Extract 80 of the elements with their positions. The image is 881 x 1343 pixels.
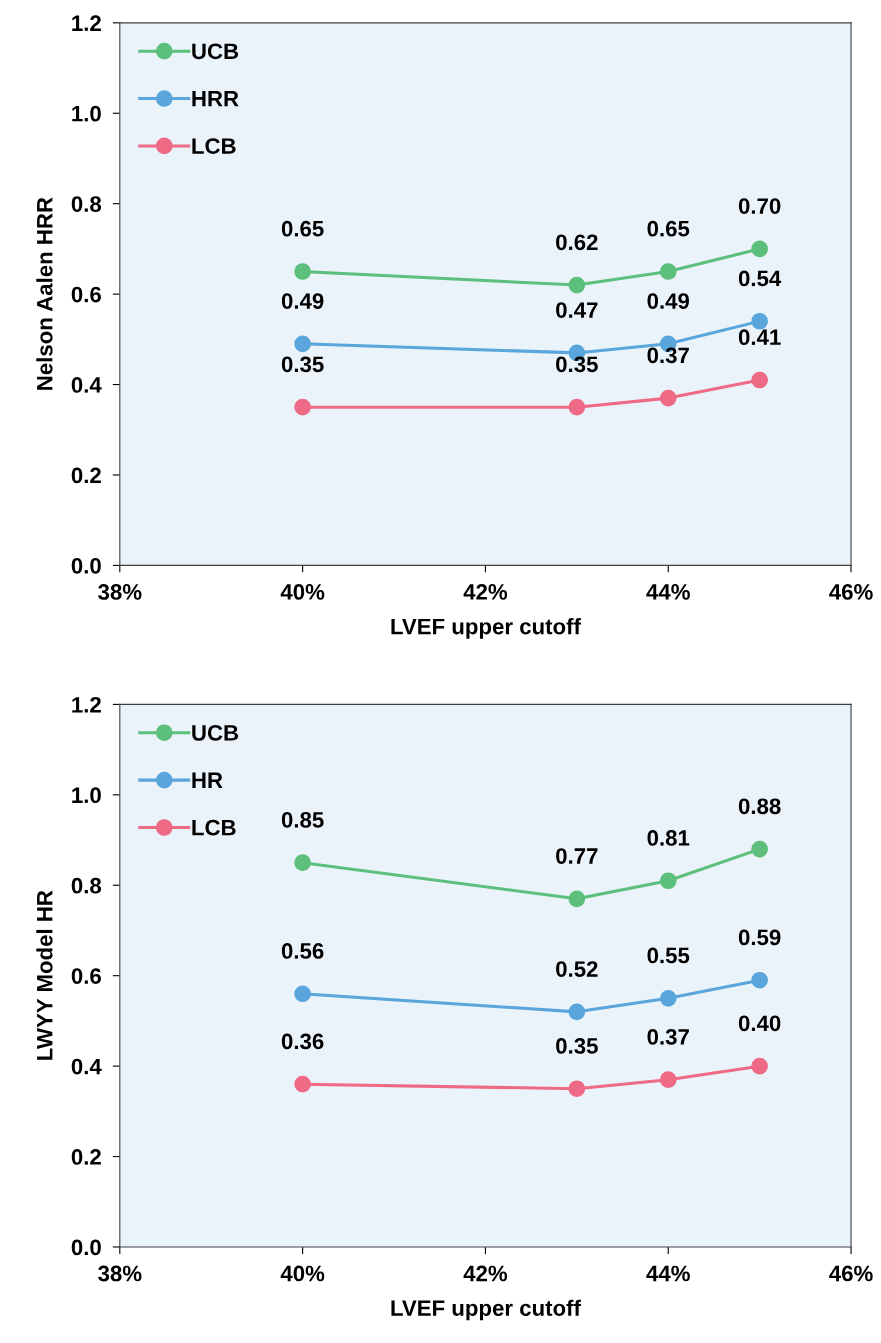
data-label: 0.62 <box>556 234 598 251</box>
point <box>294 398 311 416</box>
point <box>294 263 311 280</box>
data-label: 0.40 <box>738 1015 781 1032</box>
y-tick-label: 1.2 <box>72 15 101 31</box>
point <box>568 276 586 294</box>
point <box>659 872 677 890</box>
x-tick-label: 44% <box>646 1265 690 1282</box>
y-tick-label: 0.8 <box>71 877 102 894</box>
data-label: 0.49 <box>281 293 324 309</box>
y-tick-label: 0.6 <box>71 968 101 984</box>
data-label: 0.35 <box>281 356 324 373</box>
y-tick-label: 0.6 <box>71 286 101 303</box>
data-label: 0.70 <box>738 198 781 214</box>
point <box>294 985 311 1003</box>
x-axis-title: LVEF upper cutoff <box>391 1299 581 1321</box>
x-tick-label: 38% <box>98 1265 142 1282</box>
x-tick-label: 46% <box>829 1265 873 1282</box>
data-label: 0.54 <box>738 270 782 287</box>
point <box>294 854 311 871</box>
point <box>751 312 768 330</box>
point <box>751 240 768 258</box>
x-tick-label: 44% <box>646 584 690 600</box>
data-label: 0.35 <box>556 1038 598 1054</box>
x-tick-label: 40% <box>280 1265 325 1282</box>
data-label: 0.65 <box>281 220 324 237</box>
legend-label: LCB <box>192 819 236 836</box>
point <box>751 371 768 389</box>
data-label: 0.47 <box>556 302 598 318</box>
y-tick-label: 0.2 <box>71 467 101 484</box>
point <box>568 1003 586 1021</box>
legend-label: HRR <box>192 91 239 107</box>
data-label: 0.55 <box>647 947 690 964</box>
data-label: 0.77 <box>556 848 598 864</box>
point <box>659 389 677 407</box>
x-tick-label: 38% <box>98 584 142 600</box>
data-label: 0.65 <box>647 220 690 237</box>
data-label: 0.37 <box>647 347 689 364</box>
y-tick-label: 1.0 <box>72 105 101 122</box>
y-axis-title: LWYY Model HR <box>36 890 53 1060</box>
y-tick-label: 0.2 <box>71 1149 101 1165</box>
legend-label: LCB <box>192 138 236 154</box>
x-axis-title: LVEF upper cutoff <box>391 618 581 639</box>
data-label: 0.56 <box>281 943 324 959</box>
x-tick-label: 46% <box>829 584 873 600</box>
y-tick-label: 0.4 <box>71 1058 102 1075</box>
data-label: 0.37 <box>647 1029 689 1045</box>
point <box>659 1071 677 1089</box>
x-tick-label: 40% <box>280 584 325 600</box>
point <box>568 398 586 416</box>
data-label: 0.85 <box>281 811 324 828</box>
x-tick-label: 42% <box>463 584 508 600</box>
point <box>751 1057 768 1075</box>
point <box>568 890 586 908</box>
data-label: 0.41 <box>738 329 781 346</box>
y-tick-label: 1.2 <box>72 696 101 713</box>
y-tick-label: 0.8 <box>71 196 102 212</box>
y-tick-label: 1.0 <box>72 787 101 804</box>
legend-label: UCB <box>192 43 239 60</box>
point <box>751 971 768 989</box>
legend-label: HR <box>192 772 223 788</box>
point <box>568 1080 586 1098</box>
data-label: 0.59 <box>738 929 781 946</box>
y-tick-label: 0.0 <box>71 557 101 574</box>
data-label: 0.49 <box>647 293 690 309</box>
data-label: 0.36 <box>281 1033 324 1050</box>
data-label: 0.52 <box>556 961 598 977</box>
y-tick-label: 0.4 <box>71 377 102 393</box>
data-label: 0.81 <box>647 830 690 846</box>
legend-label: UCB <box>192 724 239 741</box>
data-label: 0.35 <box>556 356 598 373</box>
data-label: 0.88 <box>738 798 781 815</box>
point <box>294 335 311 353</box>
point <box>659 989 677 1007</box>
x-tick-label: 42% <box>463 1265 508 1282</box>
y-axis-title: Nelson Aalen HRR <box>36 197 53 390</box>
point <box>659 263 677 280</box>
point <box>294 1075 311 1093</box>
point <box>751 840 768 858</box>
y-tick-label: 0.0 <box>71 1239 101 1256</box>
